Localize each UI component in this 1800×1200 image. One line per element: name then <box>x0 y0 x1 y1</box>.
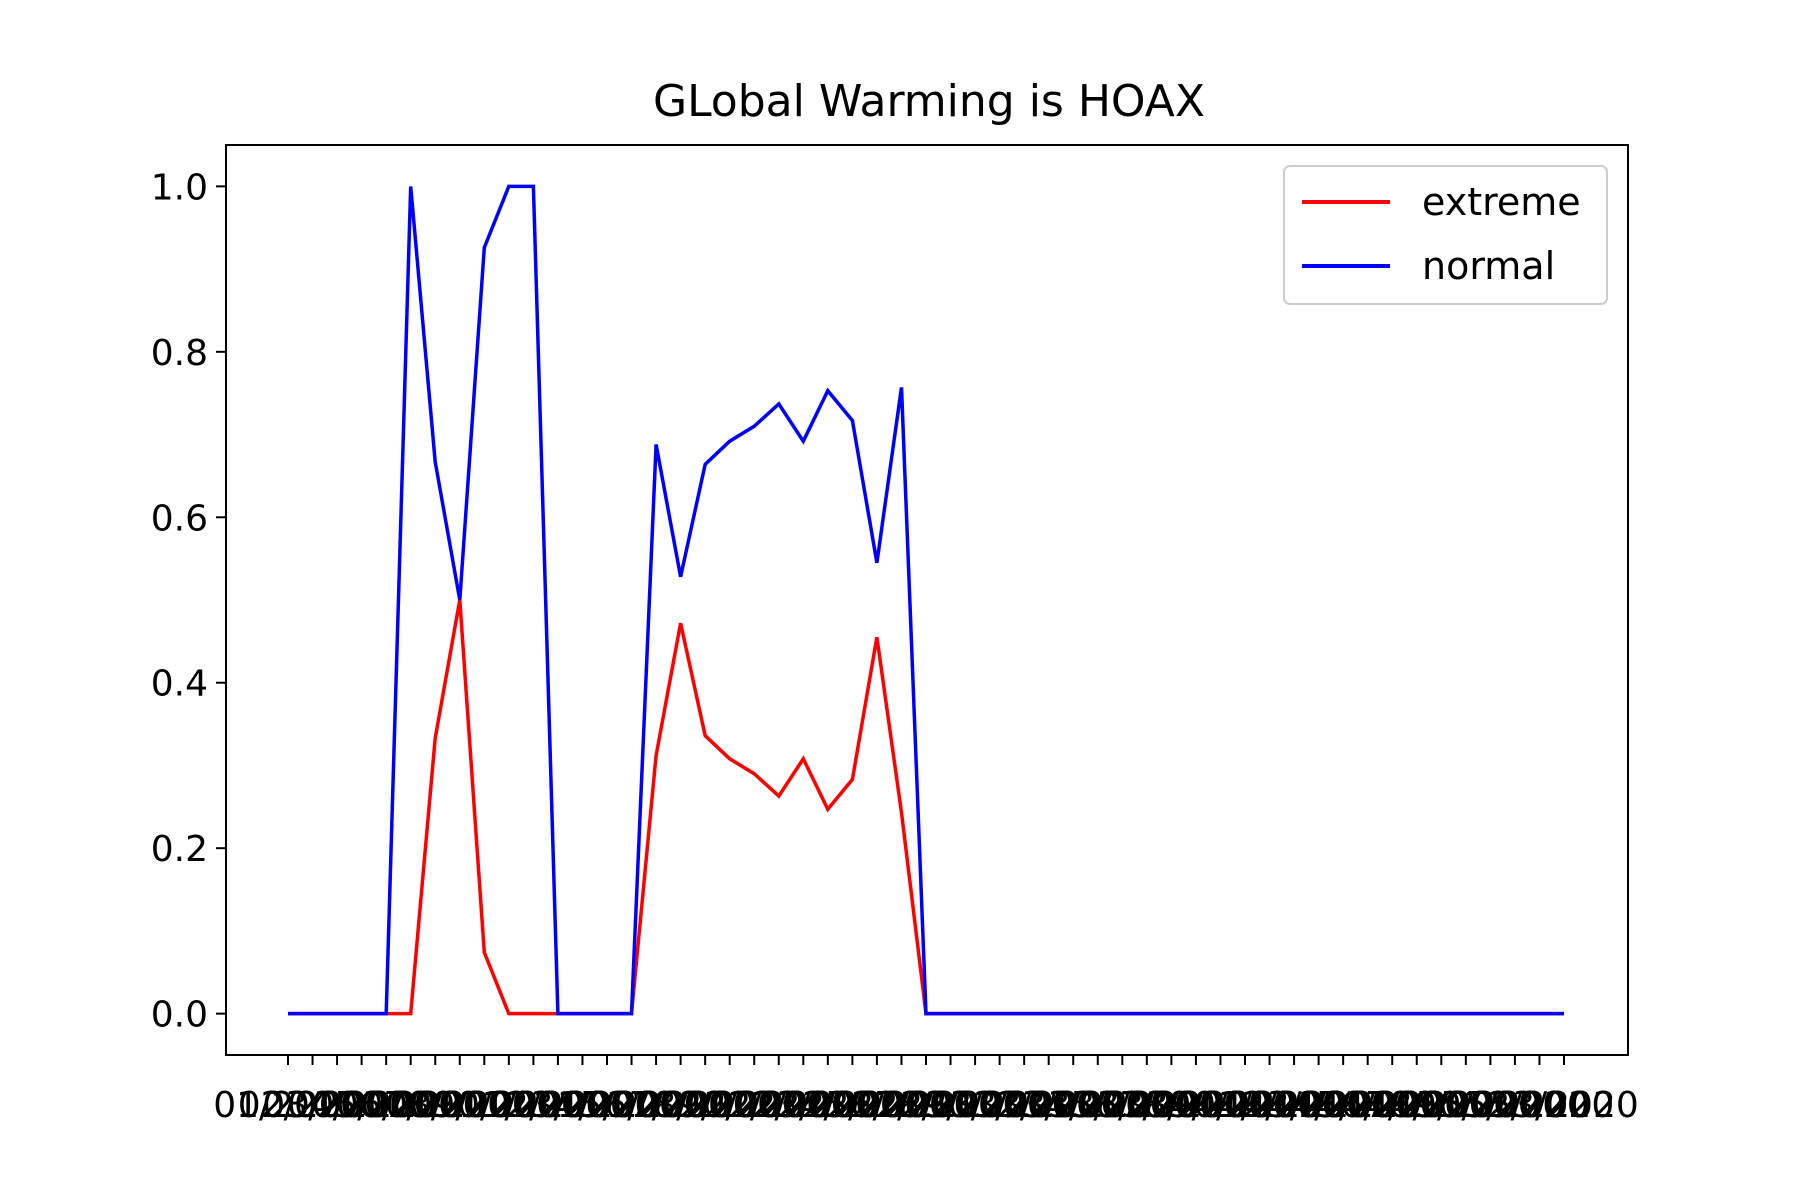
x-tick-label: 30/2020 <box>925 1085 1075 1126</box>
x-tick-label: 10/2020 <box>434 1085 584 1126</box>
x-tick-label: 28/2020 <box>876 1085 1026 1126</box>
x-tick-label: 24/2020 <box>778 1085 928 1126</box>
y-tick-label: 0.2 <box>151 829 208 870</box>
x-tick-label: 37/2020 <box>1097 1085 1247 1126</box>
x-tick-label: 51/2020 <box>1440 1085 1590 1126</box>
legend: extreme normal <box>1283 165 1608 305</box>
x-tick-label: 46/2020 <box>1317 1085 1467 1126</box>
x-tick-label: 48/2020 <box>1367 1085 1517 1126</box>
x-tick-label: 26/2020 <box>827 1085 977 1126</box>
x-tick-label: 35/2020 <box>1048 1085 1198 1126</box>
x-tick-label: 23/2020 <box>753 1085 903 1126</box>
x-tick-label: 34/2020 <box>1023 1085 1173 1126</box>
x-tick-label: 41/2020 <box>1195 1085 1345 1126</box>
x-tick-label: 53/2020 <box>1489 1085 1639 1126</box>
x-tick-label: 40/2020 <box>1170 1085 1320 1126</box>
chart-title: GLobal Warming is HOAX <box>653 76 1205 127</box>
legend-label-extreme: extreme <box>1422 180 1581 224</box>
x-axis: 01/202002/202003/202004/202005/202006/20… <box>213 1055 1639 1126</box>
x-tick-label: 29/2020 <box>900 1085 1050 1126</box>
x-tick-label: 19/2020 <box>655 1085 805 1126</box>
x-tick-label: 01/2020 <box>213 1085 363 1126</box>
x-tick-label: 06/2020 <box>336 1085 486 1126</box>
y-tick-label: 0.4 <box>151 664 208 705</box>
y-tick-label: 0.8 <box>151 333 208 374</box>
x-tick-label: 20/2020 <box>679 1085 829 1126</box>
y-tick-label: 0.0 <box>151 995 208 1036</box>
x-tick-label: 11/2020 <box>459 1085 609 1126</box>
legend-label-normal: normal <box>1422 244 1555 288</box>
y-tick-label: 0.6 <box>151 498 208 539</box>
x-tick-label: 45/2020 <box>1293 1085 1443 1126</box>
x-tick-label: 03/2020 <box>262 1085 412 1126</box>
x-tick-label: 27/2020 <box>851 1085 1001 1126</box>
x-tick-label: 32/2020 <box>974 1085 1124 1126</box>
y-axis: 0.0 0.2 0.4 0.6 0.8 1.0 <box>151 167 226 1036</box>
x-tick-label: 05/2020 <box>311 1085 461 1126</box>
x-tick-label: 07/2020 <box>360 1085 510 1126</box>
x-tick-label: 13/2020 <box>508 1085 658 1126</box>
x-tick-label: 49/2020 <box>1391 1085 1541 1126</box>
y-tick-label: 1.0 <box>151 167 208 208</box>
series-line-extreme <box>288 599 1564 1016</box>
x-tick-label: 14/2020 <box>532 1085 682 1126</box>
x-tick-label: 38/2020 <box>1121 1085 1271 1126</box>
x-tick-label: 42/2020 <box>1219 1085 1369 1126</box>
x-tick-label: 08/2020 <box>385 1085 535 1126</box>
x-tick-label: 33/2020 <box>998 1085 1148 1126</box>
x-tick-label: 12/2020 <box>483 1085 633 1126</box>
x-tick-label: 17/2020 <box>606 1085 756 1126</box>
x-tick-label: 39/2020 <box>1146 1085 1296 1126</box>
series-line-normal <box>288 184 1564 1016</box>
x-tick-label: 16/2020 <box>581 1085 731 1126</box>
x-tick-label: 43/2020 <box>1244 1085 1394 1126</box>
x-tick-label: 47/2020 <box>1342 1085 1492 1126</box>
x-tick-label: 36/2020 <box>1072 1085 1222 1126</box>
x-tick-label: 21/2020 <box>704 1085 854 1126</box>
x-tick-label: 31/2020 <box>949 1085 1099 1126</box>
x-tick-label: 15/2020 <box>557 1085 707 1126</box>
x-tick-label: 02/2020 <box>238 1085 388 1126</box>
x-tick-label: 25/2020 <box>802 1085 952 1126</box>
x-tick-label: 22/2020 <box>729 1085 879 1126</box>
x-tick-label: 50/2020 <box>1416 1085 1566 1126</box>
x-tick-label: 44/2020 <box>1268 1085 1418 1126</box>
x-tick-label: 52/2020 <box>1465 1085 1615 1126</box>
plot-frame <box>225 144 1629 1056</box>
x-tick-label: 18/2020 <box>630 1085 780 1126</box>
series-layer <box>288 184 1564 1016</box>
x-tick-label: 09/2020 <box>410 1085 560 1126</box>
x-tick-label: 04/2020 <box>287 1085 437 1126</box>
